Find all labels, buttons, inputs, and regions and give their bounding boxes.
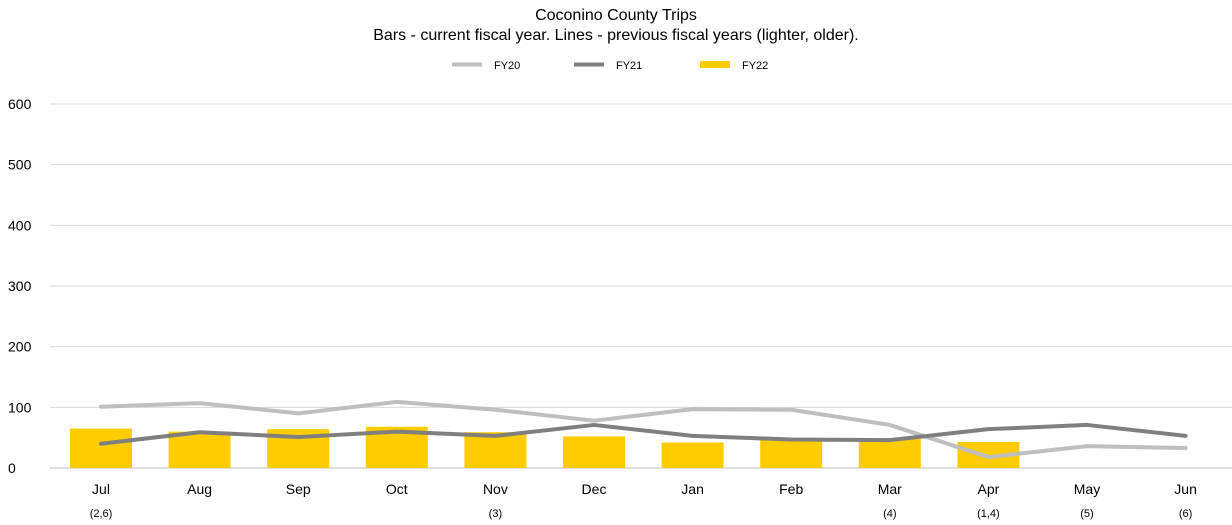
legend-swatch-fy22 [700, 61, 730, 68]
y-tick-label: 200 [8, 339, 32, 355]
x-tick-label: Jul [92, 481, 110, 497]
bar-jul [70, 428, 132, 468]
x-tick-label: Oct [386, 481, 408, 497]
x-tick-note: (1,4) [977, 508, 1000, 520]
x-tick-label: Jun [1174, 481, 1197, 497]
x-tick-label: Jan [681, 481, 704, 497]
bar-jan [661, 442, 724, 468]
y-axis: 0 100 200 300 400 500 600 [8, 96, 32, 476]
y-tick-label: 400 [8, 217, 32, 233]
x-tick-label: May [1074, 481, 1100, 497]
y-tick-label: 500 [8, 157, 32, 173]
legend-label-fy20: FY20 [494, 60, 520, 72]
bar-aug [168, 431, 231, 468]
legend-label-fy22: FY22 [742, 60, 768, 72]
x-tick-label: Feb [779, 481, 803, 497]
bar-feb [760, 438, 823, 468]
y-tick-label: 0 [8, 460, 16, 476]
x-axis: Jul (2,6) Aug Sep Oct Nov (3) Dec Jan Feb Mar (4) Ap… [90, 481, 1197, 520]
x-tick-note: (6) [1179, 508, 1192, 520]
legend-label-fy21: FY21 [616, 60, 642, 72]
x-tick-note: (3) [489, 508, 502, 520]
chart-title: Coconino County Trips [535, 7, 697, 24]
chart-subtitle: Bars - current fiscal year. Lines - prev… [373, 27, 859, 44]
line-fy21 [99, 422, 1188, 446]
y-tick-label: 100 [8, 399, 32, 415]
x-tick-label: Sep [286, 481, 311, 497]
line-series [99, 399, 1188, 460]
bar-series [70, 426, 1020, 468]
x-tick-note: (4) [883, 508, 896, 520]
legend: FY20 FY21 FY22 [452, 60, 768, 72]
bar-dec [563, 436, 625, 468]
x-tick-label: Apr [978, 481, 1000, 497]
bar-nov [464, 432, 527, 468]
x-tick-label: Dec [582, 481, 607, 497]
x-tick-label: Mar [878, 481, 902, 497]
bar-mar [858, 438, 921, 468]
x-tick-note: (5) [1080, 508, 1093, 520]
y-tick-label: 300 [8, 278, 32, 294]
x-tick-label: Nov [483, 481, 508, 497]
x-tick-note: (2,6) [90, 508, 113, 520]
line-fy20 [99, 399, 1188, 460]
y-tick-label: 600 [8, 96, 32, 112]
x-tick-label: Aug [187, 481, 212, 497]
